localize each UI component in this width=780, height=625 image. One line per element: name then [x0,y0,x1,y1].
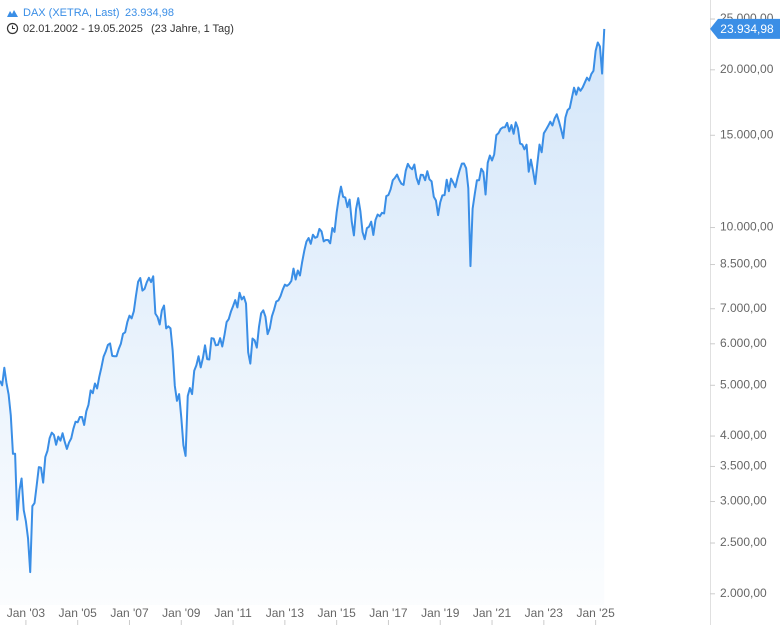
date-range: 02.01.2002 - 19.05.2025 [23,23,143,35]
x-tick-label: Jan '07 [110,606,149,620]
x-tick-label: Jan '21 [473,606,512,620]
price-badge-label: 23.934,98 [720,22,774,36]
price-line [0,28,606,574]
x-tick-label: Jan '15 [317,606,356,620]
y-tick-label: 4.000,00 [720,428,767,442]
x-tick-label: Jan '05 [59,606,98,620]
series-name: DAX (XETRA, Last) [23,7,120,19]
header-price: 23.934,98 [125,7,174,19]
y-tick-label: 20.000,00 [720,62,774,76]
y-tick-label: 5.000,00 [720,377,767,391]
x-tick-label: Jan '17 [369,606,408,620]
y-tick-label: 8.500,00 [720,257,767,271]
plot [0,28,606,606]
area-fill [0,28,605,606]
clock-hands [11,25,15,30]
chart-icon [7,10,18,17]
clock-icon [6,22,19,35]
x-tick-label: Jan '13 [266,606,305,620]
y-tick-label: 15.000,00 [720,127,774,141]
x-tick-label: Jan '03 [7,606,46,620]
y-tick-label: 10.000,00 [720,220,774,234]
duration: (23 Jahre, 1 Tag) [151,23,234,35]
y-tick-label: 3.000,00 [720,494,767,508]
y-tick-label: 7.000,00 [720,301,767,315]
x-tick-label: Jan '25 [576,606,615,620]
y-tick-label: 6.000,00 [720,336,767,350]
x-tick-label: Jan '19 [421,606,460,620]
x-tick-label: Jan '09 [162,606,201,620]
y-tick-label: 2.500,00 [720,535,767,549]
price-badge [710,18,780,39]
x-tick-label: Jan '23 [525,606,564,620]
y-tick-label: 3.500,00 [720,459,767,473]
x-tick-label: Jan '11 [214,606,252,620]
y-tick-label: 2.000,00 [720,586,767,600]
